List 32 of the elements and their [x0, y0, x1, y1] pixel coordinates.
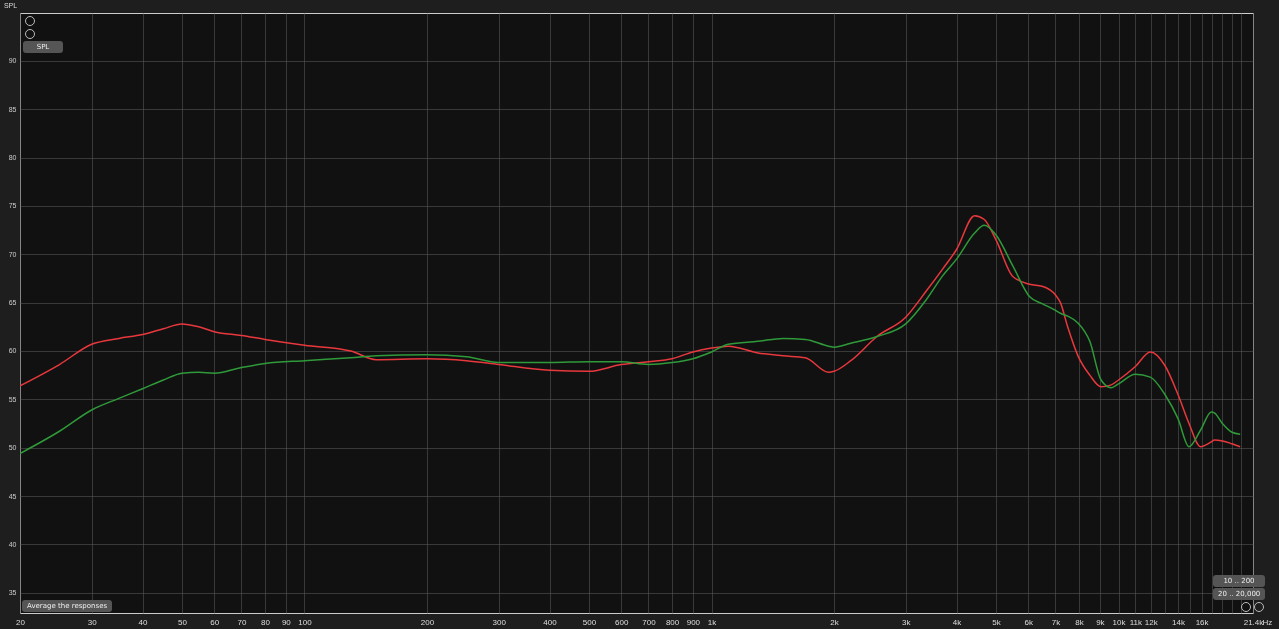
- x-tick-label: 9k: [1096, 617, 1106, 627]
- x-tick-label: 100: [298, 617, 313, 627]
- x-tick-label: 16k: [1195, 617, 1210, 627]
- x-tick-label: 20: [16, 617, 26, 627]
- x-tick-label: 6k: [1024, 617, 1034, 627]
- x-tick-label: 40: [138, 617, 149, 627]
- x-tick-label: 300: [492, 617, 507, 627]
- x-tick-label: 11k: [1129, 617, 1144, 627]
- x-tick-label: 900: [686, 617, 701, 627]
- x-tick-label: 10k: [1112, 617, 1127, 627]
- x-tick-label: 3k: [901, 617, 912, 627]
- x-tick-label: 8k: [1075, 617, 1085, 627]
- x-tick-label: 400: [543, 617, 558, 627]
- x-axis-title: Hz: [1262, 617, 1273, 627]
- x-tick-label: 90: [281, 617, 292, 627]
- x-tick-label: 7k: [1051, 617, 1062, 627]
- x-tick-label: 14k: [1172, 617, 1186, 627]
- x-tick-label: 12k: [1144, 617, 1159, 627]
- x-tick-label: 80: [261, 617, 271, 627]
- x-tick-label: 200: [420, 617, 435, 627]
- x-tick-label: 500: [582, 617, 597, 627]
- x-tick-label: 2k: [830, 617, 840, 627]
- x-tick-label: 60: [210, 617, 220, 627]
- x-tick-label: 50: [178, 617, 188, 627]
- x-tick-label: 30: [87, 617, 98, 627]
- x-tick-label: 800: [665, 617, 680, 627]
- x-tick-label: 700: [642, 617, 657, 627]
- x-tick-label: 4k: [952, 617, 963, 627]
- x-tick-label: 70: [237, 617, 247, 627]
- x-tick-label: 600: [615, 617, 629, 627]
- x-tick-label: 1k: [707, 617, 718, 627]
- x-tick-label: 5k: [992, 617, 1002, 627]
